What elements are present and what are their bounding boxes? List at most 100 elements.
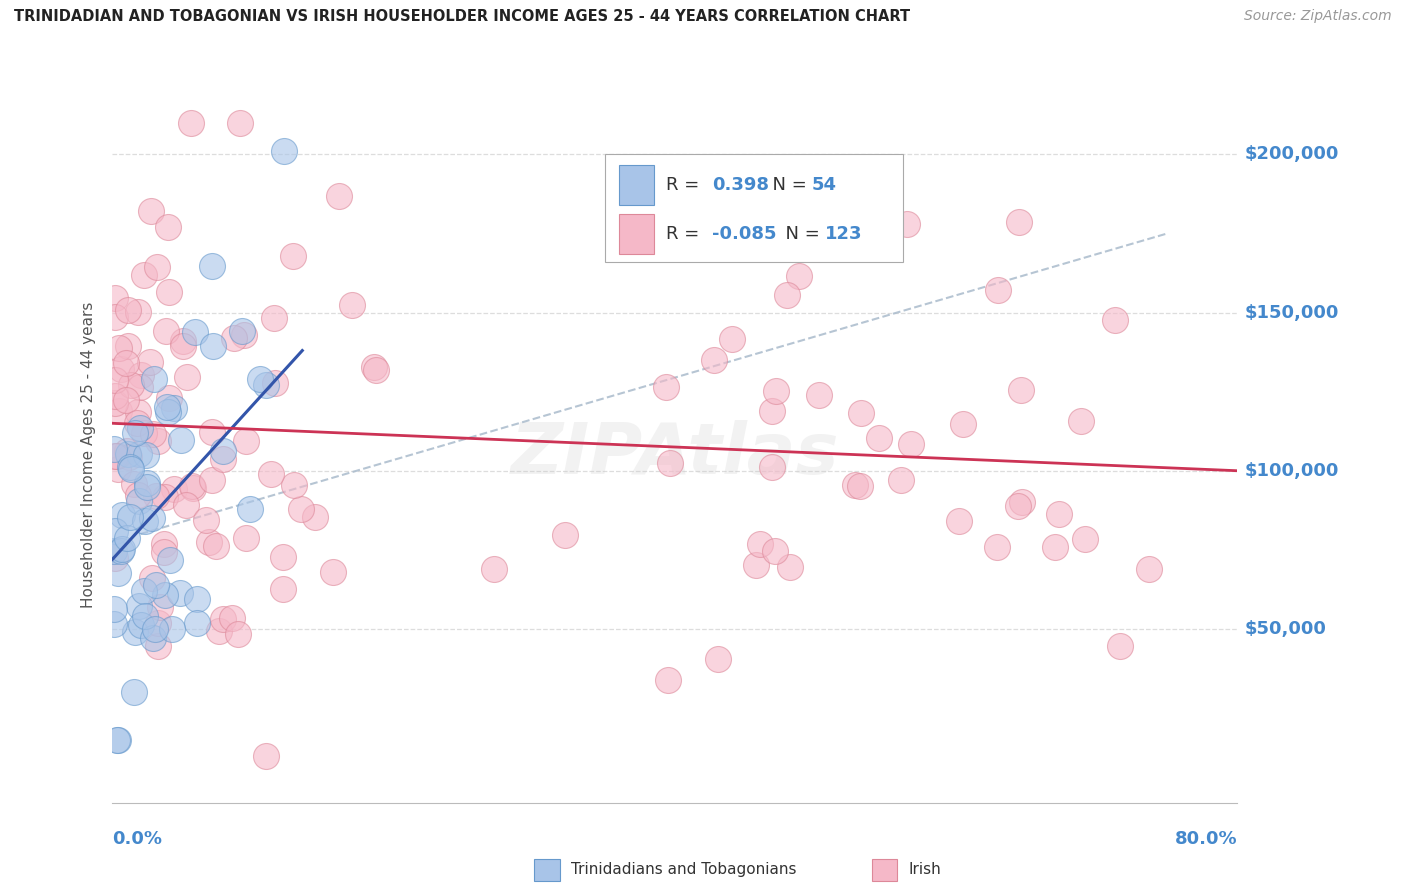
Point [174,498,197,512]
Point [136,475,159,490]
Text: ZIPAtlas: ZIPAtlas [510,420,839,490]
Point [103,601,125,615]
Point [181,479,204,493]
Point [110,361,132,376]
Point [145,622,167,636]
Point [226,627,249,641]
Point [851,406,873,420]
Point [145,489,167,503]
Point [124,425,146,440]
Point [201,259,224,273]
Point [127,305,149,319]
Point [103,543,125,558]
Point [844,478,866,492]
Point [765,384,787,399]
Point [172,338,194,352]
Point [159,552,181,566]
Point [198,535,221,549]
Text: $100,000: $100,000 [1244,462,1339,480]
Point [118,460,141,475]
Point [152,537,174,551]
Point [263,310,285,325]
Point [186,591,208,606]
Point [146,260,169,275]
Point [105,450,128,464]
Point [104,291,127,305]
Point [1043,540,1066,554]
Text: N =: N = [775,225,831,243]
Point [554,528,576,542]
Point [658,456,681,470]
Point [145,578,167,592]
Point [134,609,156,624]
Point [153,490,176,504]
Point [1104,313,1126,327]
Point [328,189,350,203]
Point [104,550,127,565]
Point [107,404,129,418]
Point [157,405,180,419]
Point [787,269,810,284]
Text: Trinidadians and Tobagonians: Trinidadians and Tobagonians [571,863,796,877]
Point [122,476,145,491]
Point [117,447,139,461]
Text: $50,000: $50,000 [1244,620,1326,638]
Point [201,339,224,353]
Point [184,325,207,339]
Point [290,501,312,516]
Point [1007,215,1029,229]
Point [128,421,150,435]
Point [169,586,191,600]
Point [868,431,890,445]
Point [703,353,725,368]
Point [484,562,506,576]
Point [273,144,295,158]
Point [157,285,180,299]
Point [761,460,783,475]
Point [1011,495,1033,509]
Point [176,370,198,384]
Point [129,380,152,394]
Point [256,749,278,764]
Text: N =: N = [762,176,818,194]
Point [138,355,160,369]
Point [129,617,152,632]
Point [779,559,801,574]
Text: R =: R = [666,176,710,194]
Point [221,611,243,625]
Point [157,391,180,405]
Text: $150,000: $150,000 [1244,303,1339,322]
Text: 54: 54 [813,176,837,194]
Point [117,339,139,353]
Text: 123: 123 [825,225,862,243]
Point [201,425,224,439]
Point [107,341,129,355]
Text: Source: ZipAtlas.com: Source: ZipAtlas.com [1244,9,1392,23]
Point [149,600,172,615]
Point [105,732,128,747]
Point [283,478,305,492]
Point [134,425,156,440]
Point [1108,639,1130,653]
Point [195,513,218,527]
Point [143,372,166,386]
Point [153,588,176,602]
Point [721,332,744,346]
Point [104,310,127,324]
Point [115,531,138,545]
Y-axis label: Householder Income Ages 25 - 44 years: Householder Income Ages 25 - 44 years [82,301,97,608]
Point [283,249,305,263]
Point [254,378,277,392]
Point [201,473,224,487]
Point [363,359,385,374]
Point [239,501,262,516]
Point [131,368,153,382]
Point [889,474,911,488]
Point [304,509,326,524]
Point [111,508,134,522]
Point [249,371,271,385]
Point [776,287,799,301]
Point [118,510,141,524]
Point [104,388,127,402]
Point [186,615,208,630]
